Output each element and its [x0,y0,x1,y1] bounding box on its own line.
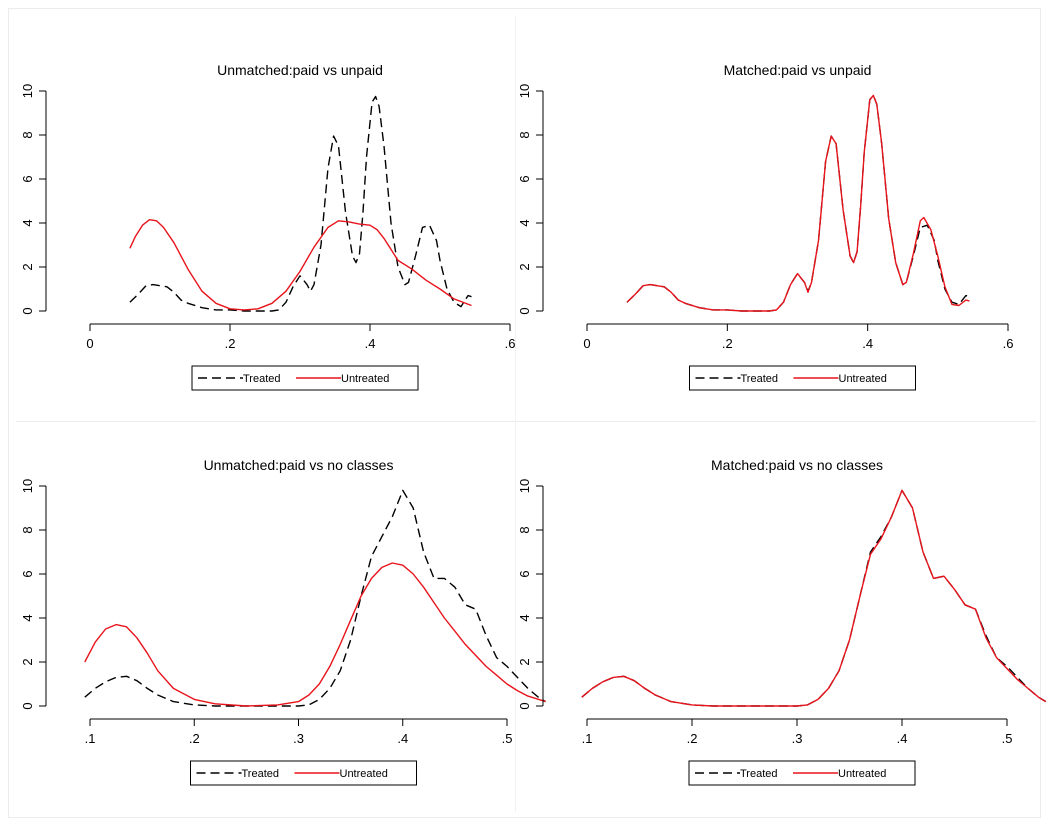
x-tick-label: .1 [582,731,593,746]
series-line-untreated [626,94,970,312]
y-tick-label: 10 [517,84,532,98]
chart-panel-2: Matched:paid vs unpaid 0 2 4 6 8 10 0 .2 .4 .6 Trea… [517,62,1014,391]
x-tick-label: 0 [86,336,93,351]
y-tick-label: 6 [20,175,35,182]
y-tick-label: 4 [20,614,35,621]
legend-label-untreated: Untreated [838,768,886,780]
y-tick-label: 0 [517,307,532,314]
legend: Treated Untreated [190,760,417,786]
legend-label-treated: Treated [741,373,779,385]
legend-label-untreated: Untreated [839,373,887,385]
x-tick-label: .4 [897,731,908,746]
y-tick-label: 4 [517,219,532,226]
y-tick-label: 8 [517,526,532,533]
figure-border [8,8,1041,818]
x-tick-label: .4 [397,731,408,746]
legend-label-untreated: Untreated [340,768,388,780]
chart-panel-4: Matched:paid vs no classes 0 2 4 6 8 10 .1 .2 .3.… [517,457,1047,786]
legend-label-treated: Treated [740,768,778,780]
y-tick-label: 8 [517,131,532,138]
legend-label-untreated: Untreated [341,373,389,385]
legend-label-treated: Treated [242,768,280,780]
chart-panel-1: Unmatched:paid vs unpaid 0 2 4 6 8 10 0 .2 .4 .6 Tr… [20,62,516,391]
y-tick-label: 0 [20,307,35,314]
y-tick-label: 8 [20,526,35,533]
x-tick-label: .2 [189,731,200,746]
legend: Treated Untreated [688,760,916,786]
x-tick-label: .3 [792,731,803,746]
y-tick-label: 2 [20,263,35,270]
x-tick-label: .5 [502,731,513,746]
y-tick-label: 6 [20,570,35,577]
chart-title: Matched:paid vs no classes [711,457,883,473]
x-tick-label: .2 [722,336,733,351]
x-tick-label: .3 [293,731,304,746]
y-tick-label: 4 [20,219,35,226]
x-tick-label: .1 [85,731,96,746]
chart-title: Matched:paid vs unpaid [724,62,872,78]
x-tick-label: .6 [505,336,516,351]
x-tick-label: 0 [583,336,590,351]
legend: Treated Untreated [191,365,419,391]
y-tick-label: 6 [517,175,532,182]
y-tick-label: 10 [20,479,35,493]
series-line-treated [84,489,546,707]
x-tick-label: .2 [687,731,698,746]
series-line-untreated [581,489,1047,707]
x-tick-label: .2 [225,336,236,351]
x-tick-label: .5 [1002,731,1013,746]
y-tick-label: 10 [20,84,35,98]
legend-label-treated: Treated [243,373,281,385]
x-tick-label: .6 [1003,336,1014,351]
legend: Treated Untreated [689,365,916,391]
chart-title: Unmatched:paid vs unpaid [217,62,383,78]
series-line-treated [129,95,472,312]
y-tick-label: 4 [517,614,532,621]
x-tick-label: .4 [862,336,873,351]
y-tick-label: 0 [517,702,532,709]
y-tick-label: 8 [20,131,35,138]
series-line-untreated [84,562,546,707]
series-line-untreated [129,219,472,311]
y-tick-label: 6 [517,570,532,577]
y-tick-label: 0 [20,702,35,709]
y-tick-label: 2 [517,263,532,270]
chart-panel-3: Unmatched:paid vs no classes 0 2 4 6 8 10 .1 .2.… [20,457,546,786]
y-tick-label: 2 [20,658,35,665]
chart-title: Unmatched:paid vs no classes [204,457,394,473]
y-tick-label: 2 [517,658,532,665]
x-tick-label: .4 [365,336,376,351]
y-tick-label: 10 [517,479,532,493]
